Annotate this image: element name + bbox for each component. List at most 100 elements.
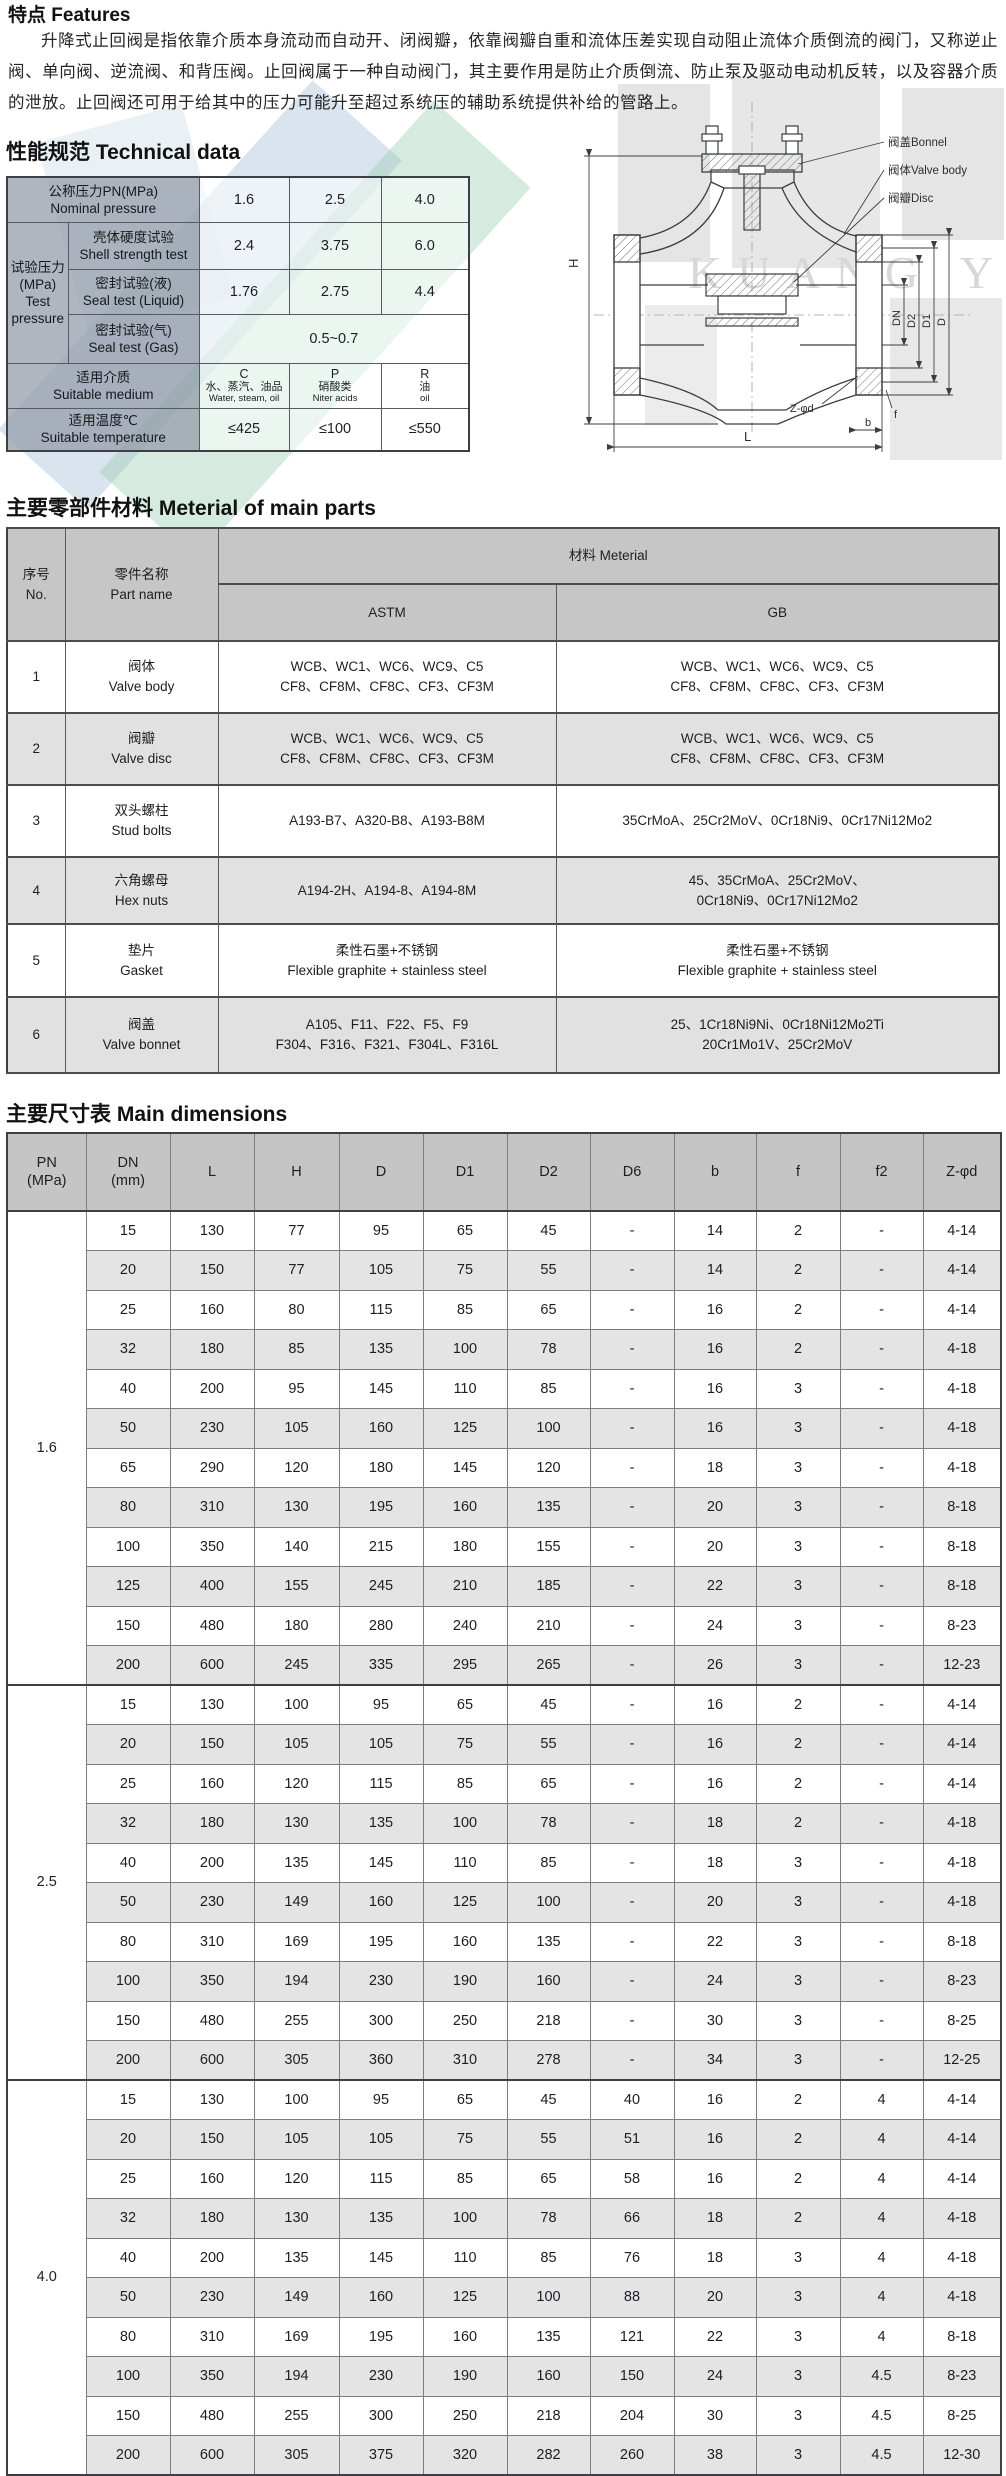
table-cell: 4-18 <box>922 1803 1002 1844</box>
table-cell: 230 <box>169 1882 255 1923</box>
table-cell: 34 <box>673 2040 757 2081</box>
table-cell: 105 <box>338 1250 424 1291</box>
table-cell: 255 <box>253 2395 340 2436</box>
table-cell: 85 <box>422 1289 508 1330</box>
table-cell: 335 <box>338 1645 424 1686</box>
table-cell: - <box>589 1487 675 1528</box>
table-cell: 480 <box>169 1605 255 1646</box>
table-cell: 185 <box>506 1566 591 1607</box>
dims-table-row: 150 480 255 300 250 218-30 3-8-25 <box>7 2000 1002 2041</box>
parts-table-row: 5 垫片 Gasket 柔性石墨+不锈钢 Flexible graphite + sta… <box>6 924 1000 997</box>
drawing-shape <box>843 169 885 235</box>
table-cell: - <box>589 1447 675 1488</box>
table-cell: 65 <box>506 1289 591 1330</box>
table-cell: 85 <box>422 2158 508 2199</box>
table-cell: - <box>589 1250 675 1291</box>
dims-col-header: PN (MPa) <box>6 1132 87 1212</box>
table-cell: 305 <box>253 2040 340 2081</box>
table-cell: 4-14 <box>922 2158 1002 2199</box>
parts-table-row: 6 阀盖 Valve bonnet A105、F11、F22、F5、F9 F304、F3… <box>6 997 1000 1073</box>
table-cell: 88 <box>589 2277 675 2318</box>
col-header-material: 材料 Meterial <box>217 528 1000 584</box>
table-cell: 121 <box>589 2316 675 2357</box>
table-cell: 4 <box>839 2079 924 2120</box>
dims-table-row: 50 230 149 160 125 100-20 3-4-18 <box>7 1882 1002 1923</box>
table-cell: 2.4 <box>198 221 290 270</box>
table-cell: - <box>839 1447 924 1488</box>
table-cell: - <box>839 2040 924 2081</box>
table-cell: 40 <box>85 1368 171 1409</box>
dims-table-row: 80 310 169 195 160 135 121 22 3 4 8-18 <box>7 2316 1002 2357</box>
table-cell: ≤550 <box>380 407 470 452</box>
table-cell: 4-14 <box>922 1763 1002 1804</box>
table-cell: 15 <box>85 2079 171 2120</box>
table-cell: 4-18 <box>922 2237 1002 2278</box>
table-cell: 130 <box>169 1684 255 1725</box>
dims-table-row: 20 150 105 105 75 55 51 16 2 4 4-14 <box>7 2119 1002 2160</box>
table-cell: 20 <box>673 1487 757 1528</box>
table-cell: - <box>589 1842 675 1883</box>
table-cell: 160 <box>422 1487 508 1528</box>
table-cell: 2 <box>755 1803 841 1844</box>
col-header-astm: ASTM <box>217 584 557 641</box>
drawing-shape <box>705 317 799 327</box>
dims-table-row: 80 310 169 195 160 135-22 3-8-18 <box>7 1921 1002 1962</box>
table-cell: - <box>839 1487 924 1528</box>
table-cell: 3 <box>6 785 66 857</box>
table-cell: 105 <box>253 1724 340 1765</box>
table-cell: 4 <box>839 2119 924 2160</box>
table-cell: 100 <box>85 2356 171 2397</box>
table-cell: 12-25 <box>922 2040 1002 2081</box>
dim-d1-label: D1 <box>921 314 933 328</box>
table-cell: 20 <box>85 1250 171 1291</box>
table-cell: 4-18 <box>922 2277 1002 2318</box>
table-cell: 110 <box>422 1842 508 1883</box>
table-cell: ≤425 <box>198 407 290 452</box>
dims-table-row: 32 180 130 135 100 78-18 2-4-18 <box>7 1803 1002 1844</box>
dims-table-row: 100 350 194 230 190 160-24 3-8-23 <box>7 1961 1002 2002</box>
table-cell: 2 <box>755 2079 841 2120</box>
dims-table-row: 100 350 194 230 190 160 150 24 3 4.5 8-23 <box>7 2356 1002 2397</box>
technical-data-table: 公称压力PN(MPa) Nominal pressure 1.6 2.5 4.0… <box>6 176 471 452</box>
dims-table-row: 32 180 130 135 100 78 66 18 2 4 4-18 <box>7 2198 1002 2239</box>
drawing-shape <box>797 141 885 165</box>
table-cell: 77 <box>253 1210 340 1251</box>
dims-table-row: 150 480 180 280 240 210-24 3-8-23 <box>7 1605 1002 1646</box>
table-cell: 125 <box>422 2277 508 2318</box>
table-cell: 218 <box>506 2395 591 2436</box>
table-cell: 55 <box>506 2119 591 2160</box>
disc-label: 阀瓣Disc <box>888 191 934 205</box>
table-cell: 150 <box>169 2119 255 2160</box>
table-cell: 130 <box>253 1487 340 1528</box>
table-cell: 4-14 <box>922 1724 1002 1765</box>
table-cell: 45 <box>506 1684 591 1725</box>
table-cell: 3 <box>755 2000 841 2041</box>
table-cell: 110 <box>422 1368 508 1409</box>
table-cell: 4-14 <box>922 1684 1002 1725</box>
table-cell: 100 <box>253 2079 340 2120</box>
parts-table-row: 1 阀体 Valve body WCB、WC1、WC6、WC9、C5 CF8、CF8M、… <box>6 641 1000 713</box>
table-cell: 3 <box>755 2040 841 2081</box>
table-cell: 200 <box>169 2237 255 2278</box>
table-cell: 2 <box>755 2198 841 2239</box>
table-cell: A105、F11、F22、F5、F9 F304、F316、F321、F304L、F… <box>217 997 557 1073</box>
table-cell: - <box>589 1289 675 1330</box>
table-cell: C 水、蒸汽、油品 Water, steam, oil <box>198 362 290 409</box>
table-cell: 20 <box>85 1724 171 1765</box>
table-cell: 195 <box>338 2316 424 2357</box>
table-cell: 4.5 <box>839 2395 924 2436</box>
dim-zd-label: Z-φd <box>790 403 814 415</box>
table-cell: - <box>589 2040 675 2081</box>
table-cell: 8-23 <box>922 2356 1002 2397</box>
row-group-label: 试验压力 (MPa) Test pressure <box>6 221 69 364</box>
table-cell: 85 <box>506 2237 591 2278</box>
table-cell: 6.0 <box>380 221 470 270</box>
table-cell: 100 <box>253 1684 340 1725</box>
table-cell: 150 <box>589 2356 675 2397</box>
table-cell: 282 <box>506 2435 591 2476</box>
dim-h-lines <box>584 148 718 425</box>
table-cell: 20 <box>673 1882 757 1923</box>
dims-col-header: D1 <box>422 1132 508 1212</box>
table-cell: 160 <box>506 2356 591 2397</box>
table-cell: 160 <box>169 1763 255 1804</box>
